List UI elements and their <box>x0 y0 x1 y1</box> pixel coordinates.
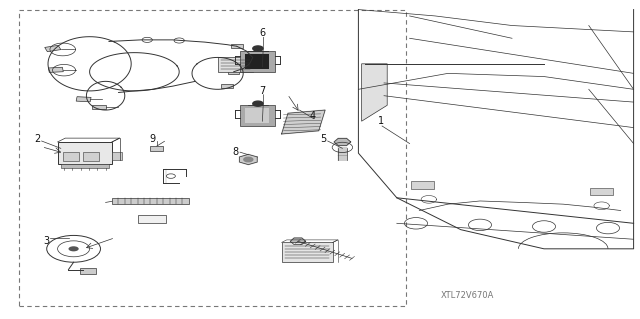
Bar <box>228 70 239 74</box>
Bar <box>63 152 79 161</box>
Bar <box>80 268 96 274</box>
Text: 3: 3 <box>43 236 49 246</box>
Text: 6: 6 <box>259 28 266 39</box>
Text: 2: 2 <box>34 134 40 144</box>
Bar <box>45 45 61 52</box>
Bar <box>150 146 163 151</box>
Bar <box>411 181 434 189</box>
Bar <box>92 105 106 109</box>
Bar <box>240 51 275 72</box>
Bar <box>61 164 109 168</box>
Text: XTL72V670A: XTL72V670A <box>440 291 494 300</box>
Text: 7: 7 <box>259 86 266 96</box>
Bar <box>83 152 99 161</box>
Polygon shape <box>282 110 325 134</box>
Bar <box>112 198 189 204</box>
Bar <box>58 142 112 164</box>
Text: 9: 9 <box>149 134 156 144</box>
Bar <box>49 67 63 72</box>
Bar <box>282 242 333 262</box>
Text: 1: 1 <box>378 116 384 126</box>
Polygon shape <box>291 238 306 245</box>
Circle shape <box>253 46 263 51</box>
Circle shape <box>68 246 79 251</box>
Bar <box>112 152 122 160</box>
Polygon shape <box>239 154 257 165</box>
Bar <box>590 188 613 195</box>
Polygon shape <box>334 138 351 145</box>
Polygon shape <box>362 64 387 121</box>
Text: 8: 8 <box>232 146 239 157</box>
Bar <box>218 57 253 72</box>
Circle shape <box>244 157 253 162</box>
Bar <box>231 44 243 48</box>
Circle shape <box>253 101 263 106</box>
Bar <box>76 97 91 102</box>
Bar <box>221 84 233 88</box>
Bar <box>245 108 269 123</box>
Text: 5: 5 <box>320 134 326 144</box>
Bar <box>240 105 275 126</box>
Text: 4: 4 <box>309 111 316 122</box>
Bar <box>245 54 269 69</box>
Bar <box>19 10 406 306</box>
Bar <box>138 215 166 223</box>
